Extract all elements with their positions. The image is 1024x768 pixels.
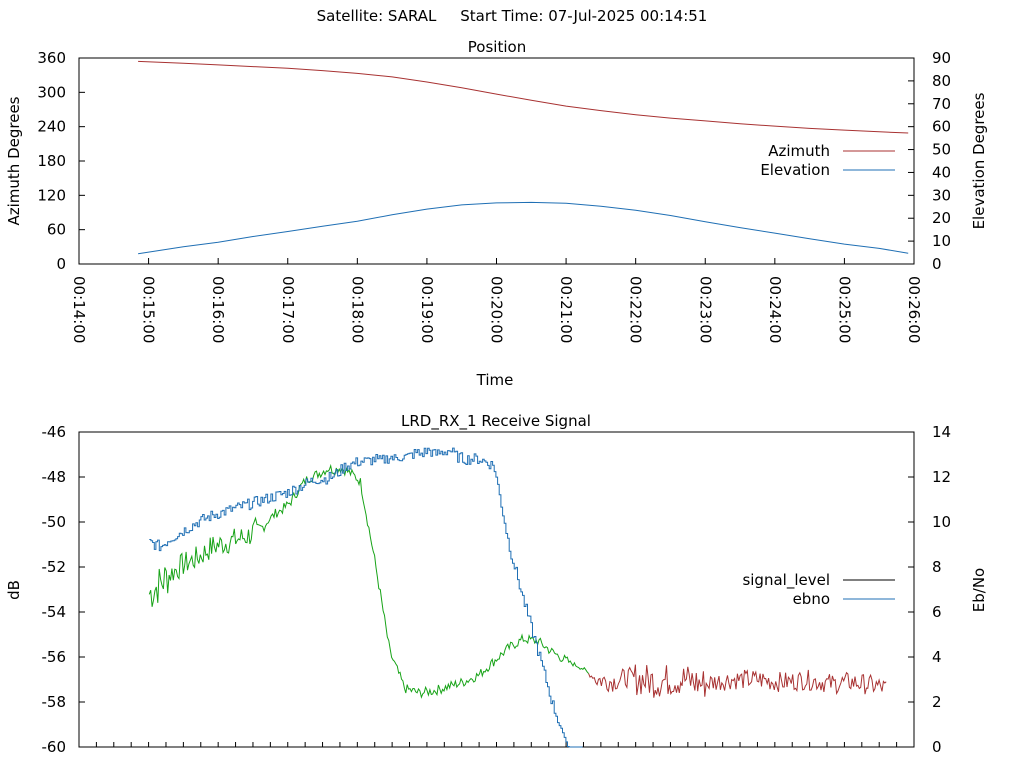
legend-elevation-label: Elevation xyxy=(760,161,830,179)
time-tick-label: 00:19:00 xyxy=(418,276,436,343)
db-axis: -60 -58 -56 -54 -52 -50 -48 -46 xyxy=(42,423,85,756)
db-axis-label: dB xyxy=(5,580,23,600)
signal-level-weak-line xyxy=(588,664,887,698)
db-tick-label: -54 xyxy=(42,603,67,621)
time-axis: 00:14:00 00:15:00 00:16:00 00:17:00 00:18:00… xyxy=(70,258,923,343)
time-tick-label: 00:21:00 xyxy=(557,276,575,343)
time-tick-label: 00:17:00 xyxy=(279,276,297,343)
elevation-tick-label: 50 xyxy=(932,141,951,159)
db-tick-label: -52 xyxy=(42,558,67,576)
start-time: Start Time: 07-Jul-2025 00:14:51 xyxy=(460,7,708,25)
elevation-line xyxy=(138,201,909,255)
satellite-name: Satellite: SARAL xyxy=(316,7,437,25)
elevation-tick-label: 10 xyxy=(932,232,951,250)
signal-time-axis xyxy=(95,742,898,747)
time-tick-label: 00:20:00 xyxy=(488,276,506,343)
ebno-tick-label: 0 xyxy=(932,738,942,756)
receive-signal-chart: LRD_RX_1 Receive Signal -60-58-56-54-52-… xyxy=(5,412,988,756)
azimuth-tick-label: 0 xyxy=(56,255,66,273)
ebno-tick-label: 14 xyxy=(932,423,951,441)
elevation-tick-label: 80 xyxy=(932,72,951,90)
ebno-tick-label: 4 xyxy=(932,648,942,666)
ebno-tick-label: 10 xyxy=(932,513,951,531)
azimuth-tick-label: 180 xyxy=(37,152,66,170)
azimuth-tick-label: 120 xyxy=(37,186,66,204)
receive-signal-series xyxy=(148,447,887,748)
azimuth-line xyxy=(138,60,909,134)
receive-signal-chart-title: LRD_RX_1 Receive Signal xyxy=(401,412,591,431)
time-tick-label: 00:25:00 xyxy=(835,276,853,343)
time-tick-label: 00:15:00 xyxy=(140,276,158,343)
position-chart: Position 0 60 120 180 240 300 360 0 10 20 30 40 50 6… xyxy=(5,38,988,389)
receive-signal-plot-frame xyxy=(78,431,915,748)
time-tick-label: 00:26:00 xyxy=(905,276,923,343)
position-series xyxy=(138,60,909,255)
ebno-tick-label: 2 xyxy=(932,693,942,711)
position-legend: Azimuth Elevation xyxy=(760,142,895,179)
elevation-axis: 0 10 20 30 40 50 60 70 80 90 xyxy=(908,49,951,273)
ebno-line xyxy=(149,447,583,748)
ebno-tick-label: 6 xyxy=(932,603,942,621)
db-tick-label: -60 xyxy=(42,738,67,756)
db-tick-label: -46 xyxy=(42,423,67,441)
elevation-tick-label: 60 xyxy=(932,118,951,136)
elevation-tick-label: 0 xyxy=(932,255,942,273)
legend-signal-level-label: signal_level xyxy=(742,571,830,590)
legend-ebno-label: ebno xyxy=(793,590,830,608)
azimuth-tick-label: 240 xyxy=(37,118,66,136)
time-tick-label: 00:23:00 xyxy=(696,276,714,343)
figure-title: Satellite: SARAL Start Time: 07-Jul-2025… xyxy=(0,7,1024,25)
ebno-tick-label: 8 xyxy=(932,558,942,576)
elevation-axis-label: Elevation Degrees xyxy=(970,92,988,229)
db-tick-label: -48 xyxy=(42,468,67,486)
time-tick-label: 00:18:00 xyxy=(348,276,366,343)
time-axis-label: Time xyxy=(476,371,514,389)
elevation-tick-label: 30 xyxy=(932,186,951,204)
legend-azimuth-label: Azimuth xyxy=(768,142,830,160)
elevation-tick-label: 90 xyxy=(932,49,951,67)
receive-signal-legend: signal_level ebno xyxy=(742,571,895,608)
db-tick-label: -56 xyxy=(42,648,67,666)
azimuth-axis-label: Azimuth Degrees xyxy=(5,96,23,225)
elevation-tick-label: 40 xyxy=(932,163,951,181)
azimuth-tick-label: 60 xyxy=(47,221,66,239)
db-tick-label: -58 xyxy=(42,693,67,711)
time-tick-label: 00:16:00 xyxy=(209,276,227,343)
time-tick-label: 00:22:00 xyxy=(627,276,645,343)
time-tick-label: 00:14:00 xyxy=(70,276,88,343)
elevation-tick-label: 70 xyxy=(932,95,951,113)
ebno-tick-label: 12 xyxy=(932,468,951,486)
signal-level-strong-line xyxy=(148,463,589,699)
ebno-axis-label: Eb/No xyxy=(970,568,988,612)
ebno-axis: 0 2 4 6 8 10 12 14 xyxy=(908,423,951,756)
position-chart-title: Position xyxy=(468,38,526,56)
elevation-tick-label: 20 xyxy=(932,209,951,227)
azimuth-axis: 0 60 120 180 240 300 360 xyxy=(37,49,85,273)
azimuth-tick-label: 300 xyxy=(37,83,66,101)
time-tick-label: 00:24:00 xyxy=(766,276,784,343)
db-tick-label: -50 xyxy=(42,513,67,531)
azimuth-tick-label: 360 xyxy=(37,49,66,67)
